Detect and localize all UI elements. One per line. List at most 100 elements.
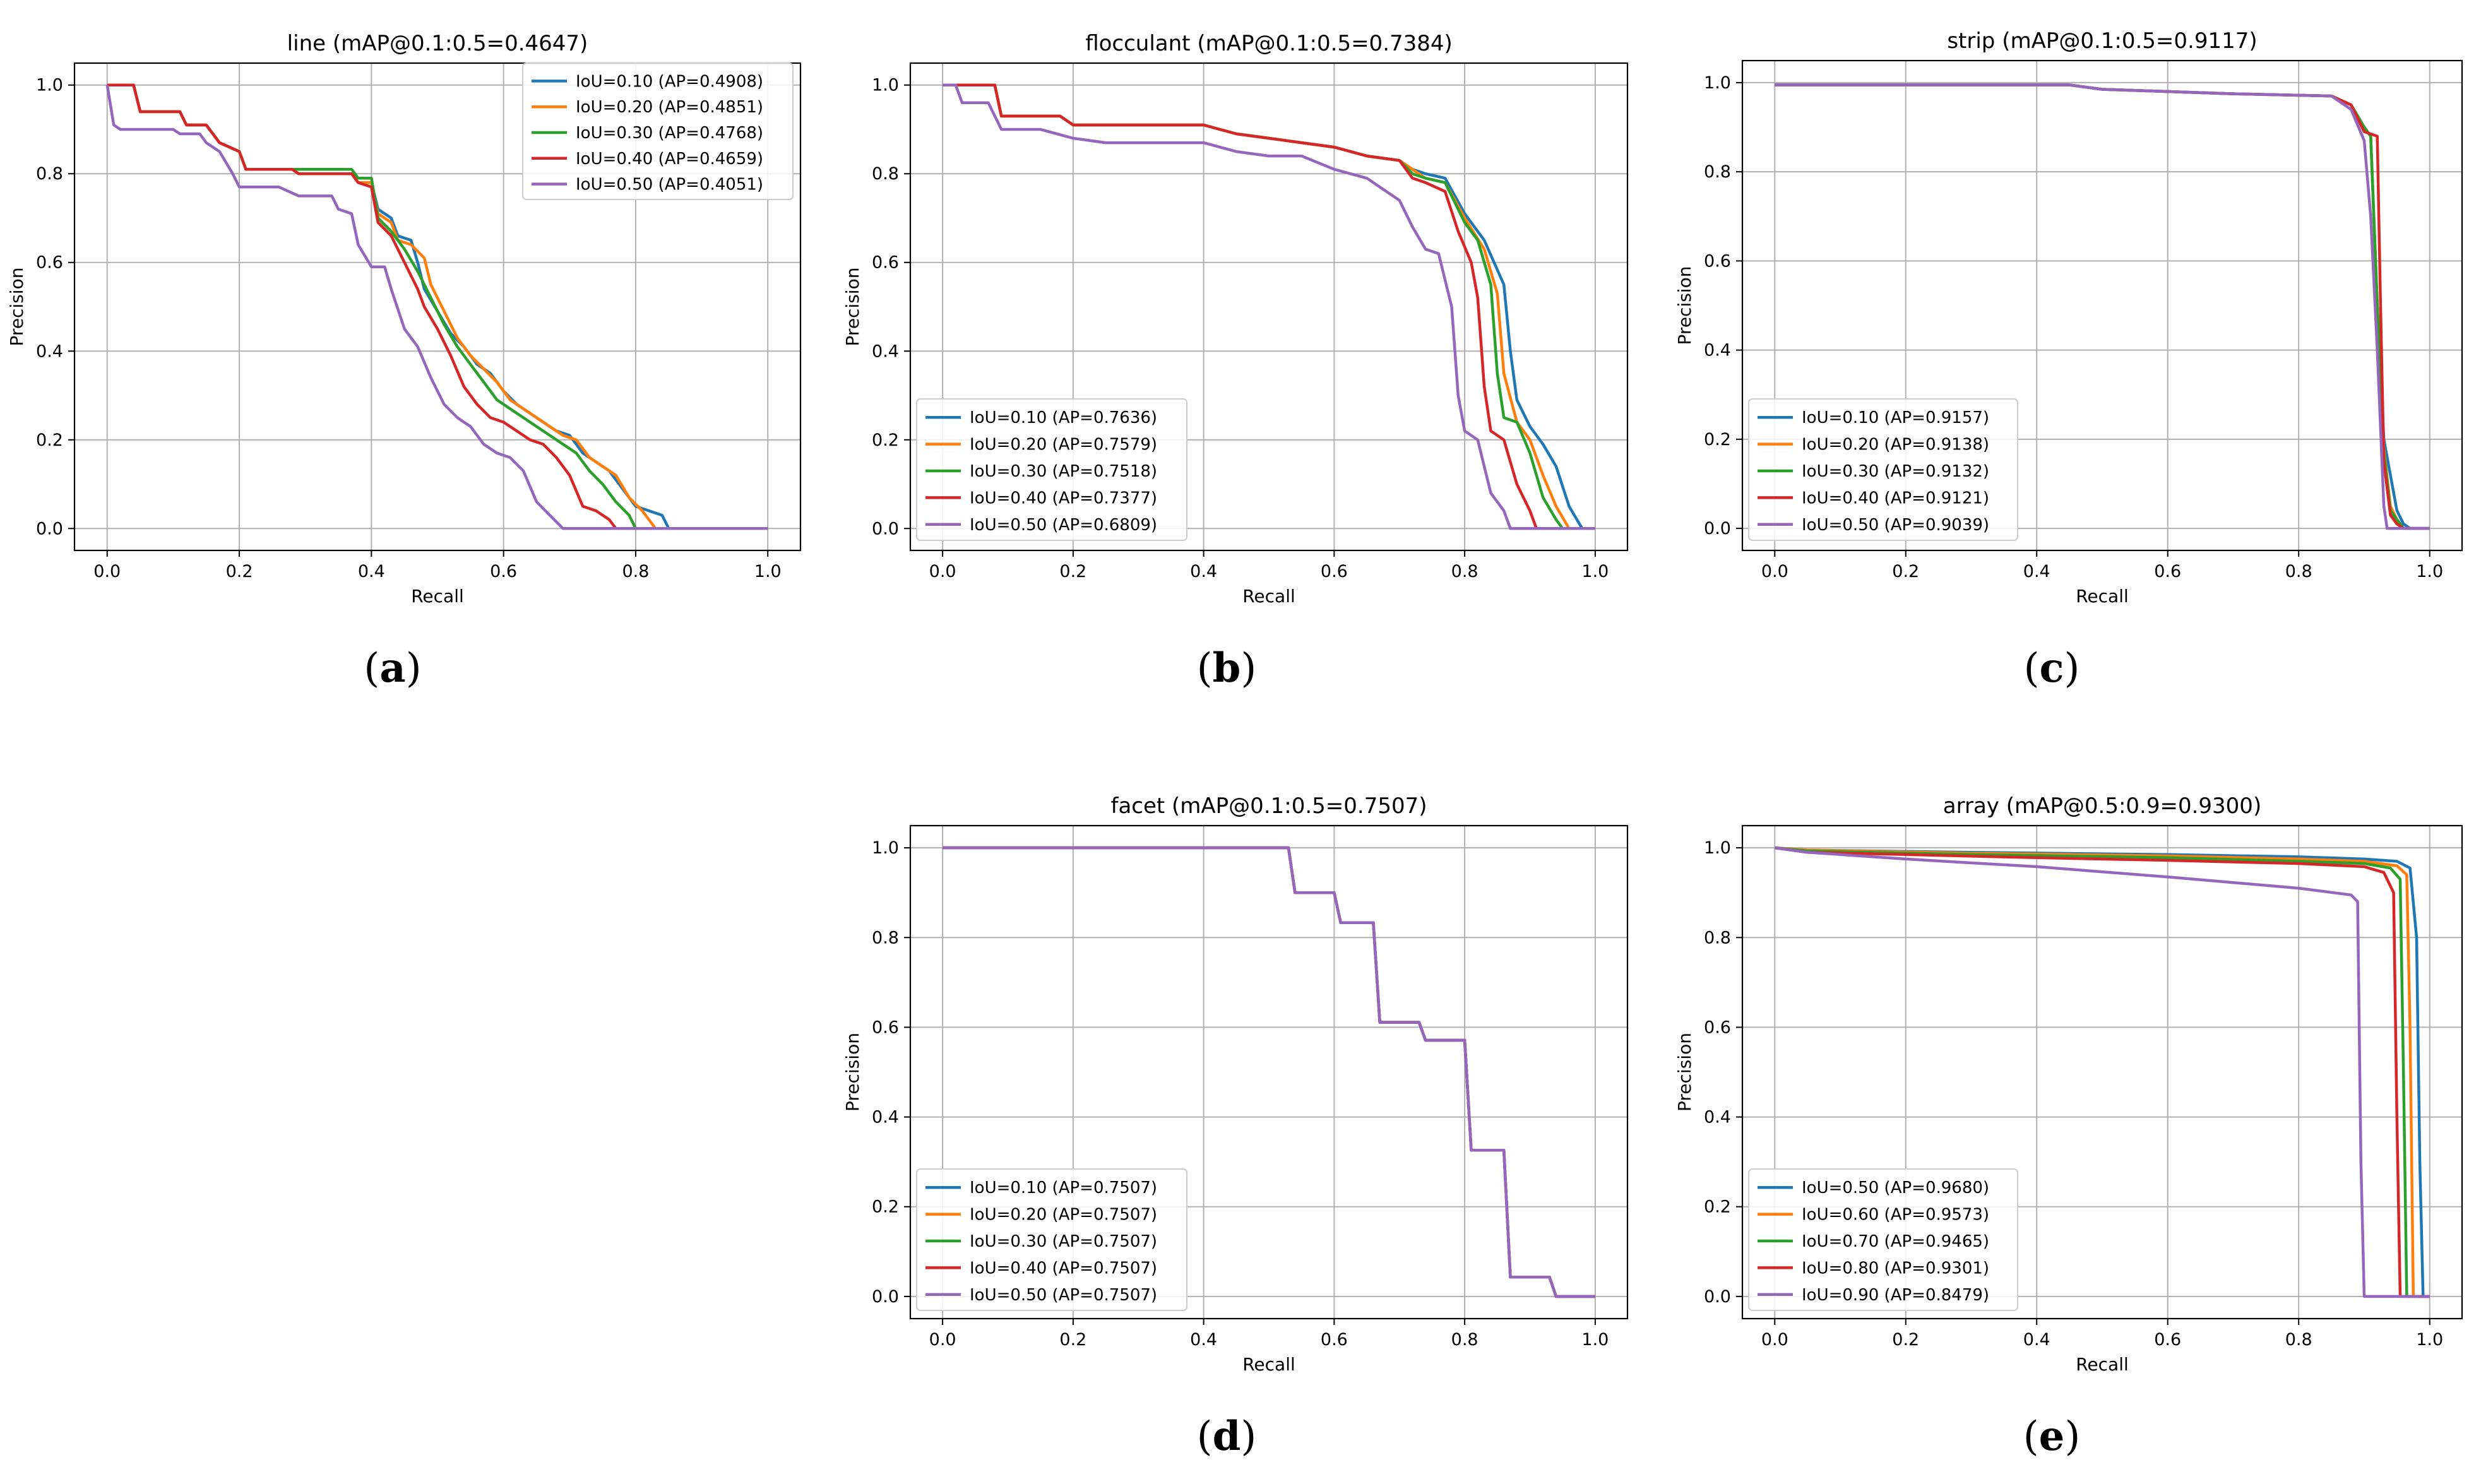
ticks: 0.0 0.2 0.4 0.6 0.8 1.0 0.0 0.2 0.4 0.6 0.8 1.0 (872, 76, 1609, 581)
x-axis-label: Recall (1242, 1354, 1295, 1375)
legend-entry: IoU=0.10 (AP=0.7636) (970, 408, 1157, 427)
chart-panel-b: 0.0 0.2 0.4 0.6 0.8 1.0 0.0 0.2 0.4 0.6 0.8 1.0 floc… (842, 31, 1629, 692)
series-group (943, 83, 1595, 530)
y-tick-label: 0.4 (36, 341, 63, 361)
legend: IoU=0.10 (AP=0.4908) IoU=0.20 (AP=0.4851)… (522, 62, 794, 200)
caption-close-paren: ) (2064, 1413, 2080, 1460)
caption-close-paren: ) (1240, 1413, 1256, 1460)
y-tick-label: 0.0 (872, 1287, 899, 1307)
y-tick-label: 0.0 (1704, 1287, 1731, 1307)
x-tick-label: 0.2 (1059, 1330, 1086, 1350)
panel-caption: (c) (2024, 644, 2080, 692)
chart-title: array (mAP@0.5:0.9=0.9300) (1943, 793, 2261, 819)
legend: IoU=0.10 (AP=0.7636) IoU=0.20 (AP=0.7579)… (916, 398, 1187, 541)
legend-entry: IoU=0.80 (AP=0.9301) (1802, 1259, 1989, 1278)
x-tick-label: 0.8 (2285, 562, 2312, 581)
ticks: 0.0 0.2 0.4 0.6 0.8 1.0 0.0 0.2 0.4 0.6 0.8 1.0 (1704, 838, 2443, 1350)
legend-entry: IoU=0.90 (AP=0.8479) (1802, 1286, 1989, 1305)
caption-open-paren: ( (364, 645, 379, 692)
y-tick-label: 1.0 (872, 838, 899, 858)
legend-entry: IoU=0.30 (AP=0.7518) (970, 462, 1157, 481)
legend-entry: IoU=0.50 (AP=0.9039) (1802, 516, 1989, 535)
y-tick-label: 1.0 (1704, 838, 1731, 858)
series-line-5 (1775, 83, 2430, 530)
chart-title: strip (mAP@0.1:0.5=0.9117) (1947, 28, 2257, 54)
caption-close-paren: ) (2064, 645, 2079, 692)
legend-entry: IoU=0.30 (AP=0.7507) (970, 1232, 1157, 1251)
axes-frame (909, 62, 1629, 552)
x-tick-label: 0.4 (1190, 562, 1217, 581)
legend-entry: IoU=0.50 (AP=0.6809) (970, 516, 1157, 535)
caption-close-paren: ) (406, 645, 422, 692)
legend: IoU=0.10 (AP=0.7507) IoU=0.20 (AP=0.7507)… (916, 1168, 1187, 1311)
y-tick-label: 0.8 (36, 164, 63, 184)
y-tick-label: 0.8 (1704, 928, 1731, 947)
series-line-4 (943, 83, 1595, 530)
y-tick-label: 1.0 (872, 76, 899, 95)
panel-caption: (e) (2023, 1413, 2081, 1460)
y-axis-label: Precision (1674, 266, 1695, 345)
y-tick-label: 0.2 (872, 430, 899, 450)
legend-box (916, 1168, 1187, 1311)
caption-letter: d (1213, 1413, 1241, 1460)
legend-entry: IoU=0.40 (AP=0.7507) (970, 1259, 1157, 1278)
y-tick-label: 0.2 (36, 430, 63, 450)
caption-letter: c (2040, 644, 2064, 692)
x-tick-label: 1.0 (2416, 562, 2443, 581)
legend-entry: IoU=0.40 (AP=0.4659) (576, 150, 763, 169)
y-axis-label: Precision (842, 268, 863, 347)
legend: IoU=0.50 (AP=0.9680) IoU=0.60 (AP=0.9573)… (1748, 1168, 2018, 1311)
y-tick-label: 0.6 (1704, 1018, 1731, 1037)
chart-title: line (mAP@0.1:0.5=0.4647) (287, 31, 588, 56)
ticks: 0.0 0.2 0.4 0.6 0.8 1.0 0.0 0.2 0.4 0.6 0.8 1.0 (36, 76, 782, 581)
y-axis-label: Precision (842, 1033, 863, 1112)
y-tick-label: 0.0 (1704, 519, 1731, 538)
y-tick-label: 1.0 (36, 76, 63, 95)
y-tick-label: 0.4 (1704, 1108, 1731, 1127)
series-group (1775, 83, 2430, 530)
y-axis-label: Precision (1674, 1033, 1695, 1112)
y-axis-label: Precision (6, 268, 27, 347)
axes-frame (1741, 824, 2463, 1320)
panel-caption: (a) (364, 644, 421, 692)
x-tick-label: 0.4 (2023, 562, 2050, 581)
caption-letter: a (379, 644, 405, 692)
grid (910, 63, 1627, 550)
x-tick-label: 0.6 (2154, 562, 2181, 581)
x-tick-label: 0.0 (1761, 562, 1788, 581)
y-tick-label: 0.8 (872, 164, 899, 184)
x-tick-label: 0.2 (1892, 1330, 1919, 1350)
ticks: 0.0 0.2 0.4 0.6 0.8 1.0 0.0 0.2 0.4 0.6 0.8 1.0 (1704, 73, 2443, 581)
legend-entry: IoU=0.20 (AP=0.9138) (1802, 436, 1989, 454)
y-tick-label: 0.0 (36, 519, 63, 538)
y-tick-label: 0.6 (872, 253, 899, 273)
x-axis-label: Recall (1242, 586, 1295, 607)
y-tick-label: 0.2 (872, 1197, 899, 1217)
y-tick-label: 0.4 (872, 341, 899, 361)
legend-entry: IoU=0.10 (AP=0.7507) (970, 1178, 1157, 1197)
legend-box (522, 62, 794, 200)
caption-letter: b (1213, 644, 1241, 692)
series-line-5 (1774, 846, 2430, 1298)
series-group (1774, 846, 2430, 1298)
x-tick-label: 0.8 (1451, 562, 1478, 581)
legend-entry: IoU=0.60 (AP=0.9573) (1802, 1206, 1989, 1225)
legend-entry: IoU=0.30 (AP=0.9132) (1802, 462, 1989, 481)
series-line-5 (105, 85, 768, 530)
x-tick-label: 0.2 (1059, 562, 1086, 581)
y-tick-label: 0.4 (1704, 341, 1731, 360)
y-tick-label: 0.0 (872, 519, 899, 538)
legend-box (916, 398, 1187, 541)
x-tick-label: 0.8 (1451, 1330, 1478, 1350)
y-tick-label: 1.0 (1704, 73, 1731, 93)
x-tick-label: 0.4 (1190, 1330, 1217, 1350)
series-line-5 (943, 846, 1595, 1298)
y-tick-label: 0.8 (1704, 162, 1731, 182)
x-axis-label: Recall (411, 586, 464, 607)
x-tick-label: 0.0 (929, 562, 956, 581)
x-tick-label: 0.0 (93, 562, 121, 581)
legend-entry: IoU=0.20 (AP=0.7507) (970, 1206, 1157, 1225)
legend-entry: IoU=0.10 (AP=0.9157) (1802, 408, 1989, 427)
panel-caption: (b) (1197, 644, 1257, 692)
